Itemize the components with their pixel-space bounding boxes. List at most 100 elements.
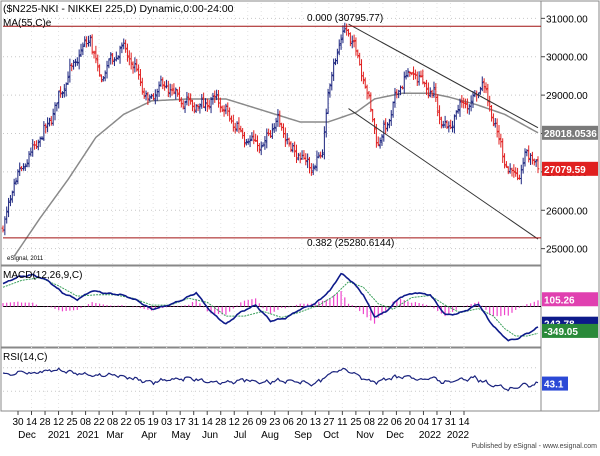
price-bar	[451, 120, 454, 133]
price-bar	[336, 48, 339, 65]
price-bar	[131, 61, 135, 74]
published-credit: Published by eSignal - www.esignal.com	[471, 443, 597, 450]
price-bar	[16, 169, 20, 185]
price-bar	[330, 71, 334, 91]
price-bar	[464, 98, 467, 109]
x-tick-label: 23	[269, 417, 281, 428]
channel-lower-line	[348, 108, 539, 240]
price-bar	[287, 137, 291, 147]
price-bar	[66, 71, 70, 85]
price-bar	[154, 89, 157, 105]
rsi-panel-label: RSI(14,C)	[3, 352, 47, 363]
x-tick-label: 30	[12, 417, 24, 428]
price-bar	[94, 45, 98, 64]
last-price-tag: 27079.59	[544, 165, 586, 176]
macd-signal-tag-bg	[542, 323, 598, 338]
price-bar	[100, 74, 103, 83]
price-bar	[180, 97, 183, 108]
price-bar	[484, 82, 488, 94]
price-bar	[298, 152, 302, 164]
price-bar	[412, 66, 415, 80]
price-bar	[321, 149, 324, 158]
price-bar	[207, 100, 211, 110]
price-bar	[311, 163, 315, 176]
price-bar	[109, 52, 113, 65]
price-y-tick-label: 29000.00	[546, 91, 588, 102]
x-group-label: 2022	[447, 430, 470, 441]
price-bar	[440, 116, 443, 129]
x-tick-label: 08	[80, 417, 92, 428]
price-bar	[369, 92, 373, 113]
price-bar	[454, 110, 458, 120]
price-bar	[172, 83, 176, 95]
price-bar	[189, 93, 192, 105]
price-bar	[152, 93, 155, 101]
price-bar	[492, 113, 495, 127]
price-bar	[181, 100, 185, 110]
price-bar	[328, 83, 332, 98]
price-bar	[115, 51, 118, 62]
price-y-tick-label: 30000.00	[546, 53, 588, 64]
price-bar	[89, 34, 92, 47]
x-tick-label: 05	[134, 417, 146, 428]
price-bar	[402, 71, 406, 94]
price-bar	[495, 118, 499, 138]
ma-value-tag: 28018.0536	[544, 129, 597, 140]
channel-upper-line	[348, 23, 539, 129]
price-bar	[514, 167, 518, 177]
price-bar	[245, 138, 248, 146]
price-bar	[527, 145, 531, 163]
price-bar	[120, 42, 124, 54]
price-bar	[148, 94, 152, 102]
esignal-watermark: eSignal, 2011	[7, 256, 44, 262]
price-bar	[36, 139, 40, 151]
macd-signal-line	[2, 277, 539, 337]
x-tick-label: 06	[283, 417, 295, 428]
x-tick-label: 17	[431, 417, 443, 428]
price-bar	[146, 91, 150, 105]
price-bar	[531, 151, 534, 165]
price-bar	[77, 49, 81, 70]
price-bar	[213, 90, 217, 103]
price-bar	[480, 76, 484, 92]
overlay-layer	[3, 23, 541, 240]
price-bar	[378, 137, 382, 149]
price-bars-layer	[1, 22, 540, 236]
price-bar	[96, 54, 100, 72]
price-bar	[107, 58, 111, 69]
price-bar	[193, 102, 196, 114]
price-bar	[135, 58, 139, 72]
price-bar	[141, 77, 144, 95]
price-bar	[430, 89, 434, 99]
price-bar	[272, 123, 276, 133]
price-bar	[248, 135, 252, 148]
ma-55-line	[13, 92, 539, 257]
price-bar	[63, 84, 66, 98]
price-bar	[505, 161, 508, 168]
price-bar	[74, 58, 77, 67]
price-bar	[233, 122, 237, 134]
price-bar	[497, 125, 501, 145]
price-bar	[14, 177, 18, 186]
price-bar	[61, 91, 64, 98]
x-tick-label: 31	[188, 417, 200, 428]
price-bar	[76, 57, 79, 66]
price-bar	[163, 81, 166, 91]
price-bar	[183, 100, 187, 113]
right-axis-area	[540, 0, 600, 412]
price-bar	[133, 57, 137, 73]
price-bar	[363, 77, 367, 89]
x-group-label: Aug	[261, 430, 279, 441]
price-bar	[284, 127, 287, 147]
x-tick-label: 08	[364, 417, 376, 428]
macd-layer: 105.26243.78-349.05	[2, 272, 598, 342]
x-tick-label: 14	[26, 417, 38, 428]
price-y-tick-label: 31000.00	[546, 14, 588, 25]
x-tick-label: 12	[229, 417, 241, 428]
price-bar	[337, 39, 341, 56]
price-bar	[380, 134, 384, 146]
price-bar	[456, 104, 460, 114]
x-group-label: 2022	[419, 430, 442, 441]
price-bar	[293, 141, 296, 157]
